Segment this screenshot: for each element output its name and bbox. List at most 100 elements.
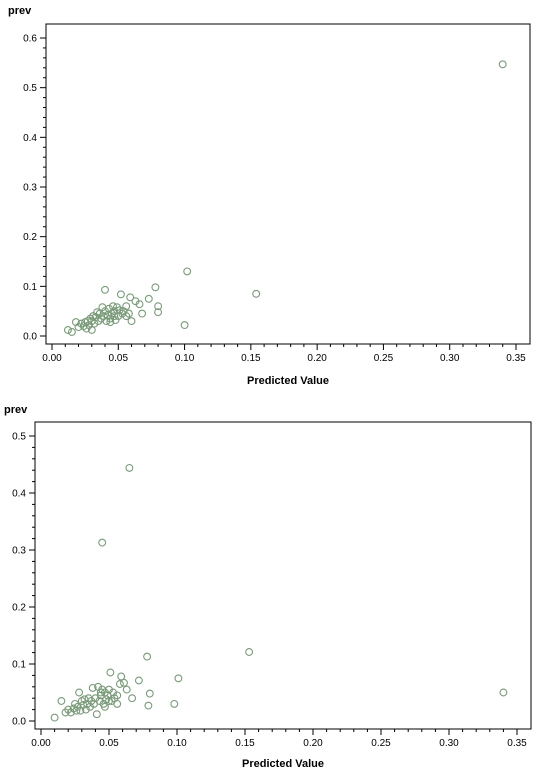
data-point [79,322,88,331]
data-point [245,648,254,656]
data-point [97,314,106,323]
data-point [120,678,128,687]
y-tick-label: 0.2 [23,232,37,243]
data-point [98,538,107,547]
y-axis-title: prev [4,404,28,416]
data-point [252,289,261,298]
data-point [125,463,134,472]
data-point [154,302,163,311]
y-tick-label: 0.0 [23,332,37,343]
data-point [126,293,135,302]
data-point [143,652,152,661]
x-tick-label: 0.25 [374,353,394,364]
data-point [63,326,72,334]
x-tick-label: 0.00 [42,353,62,364]
scatter-chart-1: 0.0 0.1 0.2 0.3 0.4 0.5 0.6 0.00 0.05 0.10 0.15 0.2… [8,5,531,387]
data-point [61,708,70,717]
data-point [138,309,147,318]
x-tick-label: 0.15 [235,738,255,749]
y-tick-label: 0.5 [23,83,37,94]
data-point [151,283,160,292]
data-point [180,321,189,330]
y-tick-label: 0.3 [12,546,26,557]
data-point [67,328,76,336]
x-tick-label: 0.10 [167,738,187,749]
x-axis-title: Predicted Value [247,375,329,387]
x-axis-title: Predicted Value [242,758,324,770]
data-point [134,676,143,685]
data-point [122,685,131,694]
x-tick-label: 0.05 [99,738,119,749]
data-point [71,318,80,327]
data-point [88,683,97,692]
data-point [499,688,508,697]
x-tick-label: 0.30 [439,738,459,749]
y-tick-label: 0.1 [12,660,26,671]
data-point [84,694,93,703]
data-point [105,697,113,705]
data-point [128,694,137,703]
y-tick-label: 0.1 [23,282,37,293]
x-tick-label: 0.10 [175,353,195,364]
data-point [77,697,86,705]
data-point [75,688,84,697]
data-point [71,699,79,708]
data-point [118,309,127,318]
y-tick-label: 0.3 [23,183,37,194]
y-tick-label: 0.0 [12,717,26,728]
data-point [170,699,179,708]
data-point [110,312,119,321]
data-point [144,294,153,303]
data-point [174,674,183,683]
x-tick-label: 0.00 [31,738,51,749]
x-tick-label: 0.35 [507,738,527,749]
scatter-chart-2: 0.0 0.1 0.2 0.3 0.4 0.5 0.00 0.05 0.10 0.15 0.20 0.… [4,404,532,770]
data-point [111,316,120,325]
y-tick-label: 0.5 [12,432,26,443]
data-point [99,312,108,321]
data-point [113,699,122,708]
y-tick-label: 0.6 [23,34,37,45]
data-point [145,689,154,698]
data-point [98,303,107,312]
data-point [183,267,192,276]
data-point [154,308,163,317]
data-point [116,290,125,299]
y-axis-title: prev [8,5,32,17]
data-point [117,672,126,681]
data-point [57,697,66,705]
x-tick-label: 0.35 [506,353,526,364]
data-point [101,285,109,294]
data-point [92,710,101,719]
x-tick-label: 0.20 [307,353,327,364]
data-point [115,680,124,688]
plot-area [45,23,531,345]
data-point [90,319,99,328]
data-point [114,312,123,321]
y-tick-label: 0.4 [23,133,37,144]
x-tick-label: 0.05 [109,353,129,364]
data-point [144,701,153,710]
data-point [498,60,507,69]
data-point [89,312,98,321]
data-point [127,317,136,326]
data-point [100,702,109,711]
x-tick-label: 0.30 [440,353,460,364]
data-point [76,706,85,715]
data-point [50,713,59,722]
data-point [113,303,121,312]
data-point [122,312,131,321]
y-tick-label: 0.4 [12,489,26,500]
data-point [69,704,78,713]
x-tick-label: 0.20 [303,738,323,749]
x-tick-label: 0.25 [371,738,391,749]
y-tick-label: 0.2 [12,603,26,614]
data-point [131,297,140,306]
x-tick-label: 0.15 [241,353,261,364]
data-point [109,302,117,311]
data-point [106,318,115,327]
plot-area [34,421,532,730]
data-point [106,668,115,677]
data-point [96,688,105,697]
